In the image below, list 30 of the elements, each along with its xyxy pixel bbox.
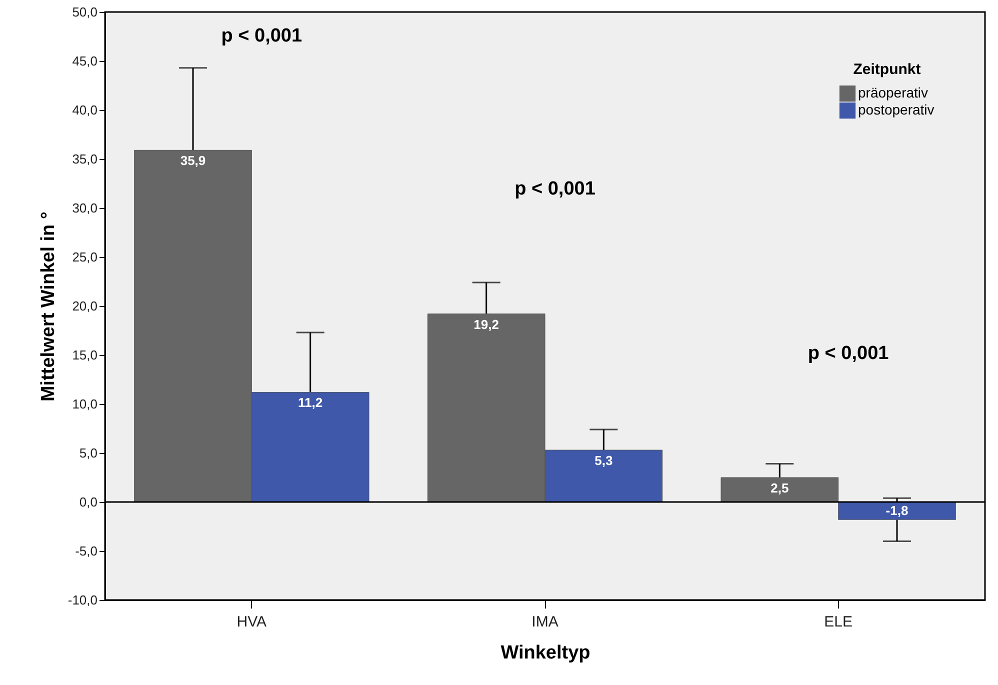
y-tick-label: 20,0 <box>72 298 98 314</box>
y-tick-label: 35,0 <box>72 152 98 166</box>
y-tick-label: 25,0 <box>72 250 98 264</box>
data-label: 5,3 <box>594 453 613 468</box>
y-tick-label: -5,0 <box>75 544 98 558</box>
legend-label: postoperativ <box>858 102 934 118</box>
annotation: p < 0,001 <box>221 26 302 47</box>
legend-label: präoperativ <box>858 84 928 100</box>
x-tick-label: HVA <box>236 614 267 630</box>
y-tick-label: -10,0 <box>68 592 98 608</box>
x-tick-label: ELE <box>824 614 853 630</box>
x-tick-label: IMA <box>532 614 558 630</box>
data-label: 19,2 <box>474 316 499 332</box>
data-label: 35,9 <box>180 153 206 168</box>
y-tick-label: 45,0 <box>72 54 98 68</box>
y-tick-label: 10,0 <box>72 396 98 412</box>
y-tick-label: 30,0 <box>72 200 98 216</box>
data-label: 11,2 <box>298 395 323 410</box>
y-tick-label: 15,0 <box>72 348 98 362</box>
y-tick-label: 40,0 <box>72 102 98 118</box>
y-axis-title: Mittelwert Winkel in ° <box>38 211 59 402</box>
y-tick-label: 0,0 <box>79 494 98 510</box>
x-axis-title: Winkeltyp <box>500 642 590 664</box>
data-label: 2,5 <box>770 480 789 496</box>
y-tick-label: 50,0 <box>72 4 98 20</box>
annotation: p < 0,001 <box>808 343 890 364</box>
legend-title: Zeitpunkt <box>853 61 921 78</box>
y-tick-label: 5,0 <box>79 446 98 460</box>
data-label: -1,8 <box>886 502 908 518</box>
annotation: p < 0,001 <box>514 178 596 200</box>
